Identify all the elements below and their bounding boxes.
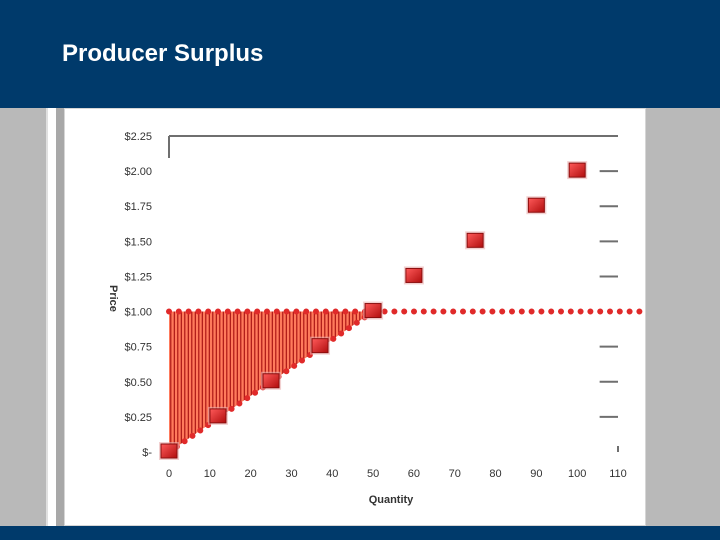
y-tick-label: $0.25 <box>124 412 152 424</box>
left-decor-band-inner <box>56 108 64 526</box>
supply-point <box>465 231 486 250</box>
supply-point-marker <box>568 162 586 178</box>
supply-point <box>207 406 228 425</box>
x-tick-label: 100 <box>568 468 586 480</box>
producer-surplus-chart: $- $0.25 $0.50 $0.75 $1.00 $1.25 $1.50 $1.75 $2.… <box>107 131 646 506</box>
supply-point <box>403 266 424 285</box>
y-tick-label: $1.75 <box>124 201 152 213</box>
x-tick-label: 90 <box>530 468 542 480</box>
supply-point <box>261 371 282 390</box>
slide-title: Producer Surplus <box>62 40 264 67</box>
y-axis-title: Price <box>107 285 119 312</box>
supply-point-marker <box>527 197 545 213</box>
x-tick-label: 80 <box>489 468 501 480</box>
x-axis-title: Quantity <box>369 494 414 506</box>
supply-point <box>159 442 179 460</box>
y-tick-label: $1.50 <box>124 236 152 248</box>
y-tick-label: $2.00 <box>124 166 152 178</box>
supply-point-marker <box>311 338 329 354</box>
left-decor-rule <box>46 108 56 526</box>
y-tick-label: $0.50 <box>124 377 152 389</box>
slide-header: Producer Surplus <box>0 0 720 108</box>
supply-point-marker <box>209 408 227 424</box>
x-tick-label: 0 <box>166 468 172 480</box>
x-tick-label: 40 <box>326 468 338 480</box>
right-decor-band <box>646 108 720 526</box>
supply-point-marker <box>364 303 382 319</box>
x-tick-label: 110 <box>609 468 627 480</box>
gridlines-group <box>168 135 619 452</box>
y-tick-label: $1.25 <box>124 271 152 283</box>
x-tick-label: 10 <box>204 468 216 480</box>
x-tick-label: 70 <box>449 468 461 480</box>
y-tick-label: $0.75 <box>124 342 152 354</box>
y-tick-label: $2.25 <box>124 131 152 143</box>
supply-point-marker <box>405 267 423 283</box>
chart-frame: $- $0.25 $0.50 $0.75 $1.00 $1.25 $1.50 $1.75 $2.… <box>64 108 646 526</box>
supply-point <box>567 161 588 180</box>
y-tick-labels: $- $0.25 $0.50 $0.75 $1.00 $1.25 $1.50 $1.75 $2.… <box>107 131 152 459</box>
x-tick-label: 60 <box>408 468 420 480</box>
supply-point-marker <box>262 373 280 389</box>
y-tick-label: $- <box>142 447 152 459</box>
supply-point-marker <box>466 232 484 248</box>
x-tick-label: 20 <box>245 468 257 480</box>
points-group <box>159 161 588 460</box>
left-decor-band <box>0 108 46 526</box>
supply-point <box>363 301 384 320</box>
x-tick-label: 30 <box>285 468 297 480</box>
supply-point <box>526 196 547 215</box>
slide-footer <box>0 526 720 540</box>
x-tick-label: 50 <box>367 468 379 480</box>
supply-point <box>310 336 331 355</box>
y-tick-label: $1.00 <box>124 307 152 319</box>
supply-point-marker <box>160 443 178 459</box>
x-tick-labels: 0 10 20 30 40 50 60 70 80 90 100 110 <box>166 468 627 480</box>
